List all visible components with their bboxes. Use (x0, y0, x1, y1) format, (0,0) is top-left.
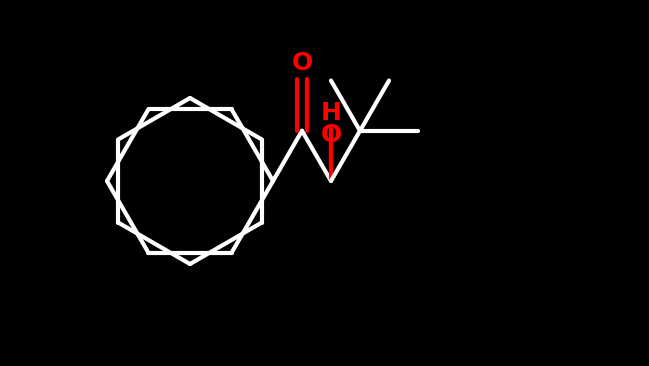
Text: H: H (321, 101, 341, 125)
Text: O: O (291, 51, 313, 75)
Text: O: O (321, 123, 341, 147)
